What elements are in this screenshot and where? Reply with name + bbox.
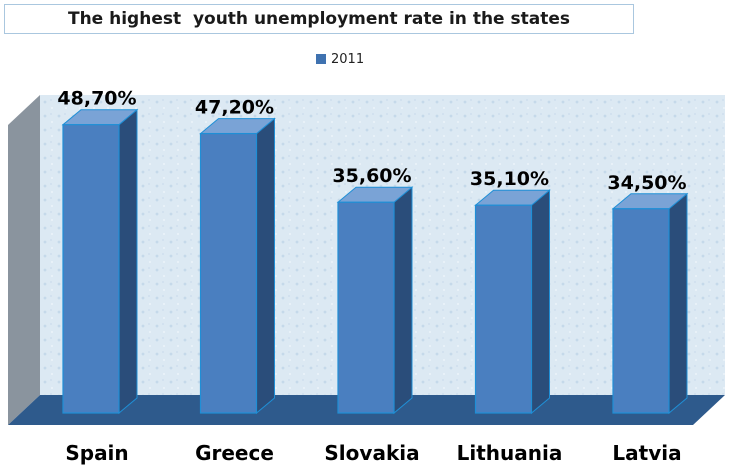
category-label: Latvia (612, 441, 681, 465)
legend: 2011 (316, 50, 364, 68)
value-label: 34,50% (607, 172, 686, 194)
bar-front (474, 204, 533, 414)
chart-title-box: The highest youth unemployment rate in t… (4, 4, 634, 34)
bar-front (199, 132, 258, 414)
bar-latvia (611, 192, 689, 415)
value-label: 35,10% (470, 168, 549, 190)
value-label: 35,60% (332, 165, 411, 187)
bar-front (337, 201, 395, 414)
value-label: 47,20% (195, 97, 274, 119)
legend-swatch-2011 (316, 54, 326, 64)
bar-lithuania (474, 189, 551, 415)
category-label: Greece (195, 441, 274, 465)
category-label: Slovakia (324, 441, 419, 465)
bar-greece (199, 117, 276, 415)
bar-side (531, 189, 550, 415)
bar-side (118, 108, 138, 415)
bar-front (612, 208, 670, 414)
bar-side (256, 117, 275, 415)
category-label: Lithuania (457, 441, 563, 465)
bar-front (62, 124, 120, 414)
legend-label-2011: 2011 (331, 51, 365, 67)
left-wall (8, 95, 40, 425)
bar-spain (61, 108, 139, 415)
value-label: 48,70% (57, 88, 136, 110)
chart-title: The highest youth unemployment rate in t… (67, 9, 570, 29)
category-label: Spain (65, 441, 128, 465)
bar-side (668, 192, 688, 415)
bar-side (393, 186, 413, 415)
bar-slovakia (336, 186, 414, 415)
